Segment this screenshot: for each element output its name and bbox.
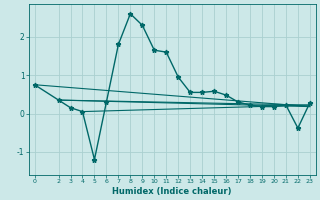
X-axis label: Humidex (Indice chaleur): Humidex (Indice chaleur)	[113, 187, 232, 196]
